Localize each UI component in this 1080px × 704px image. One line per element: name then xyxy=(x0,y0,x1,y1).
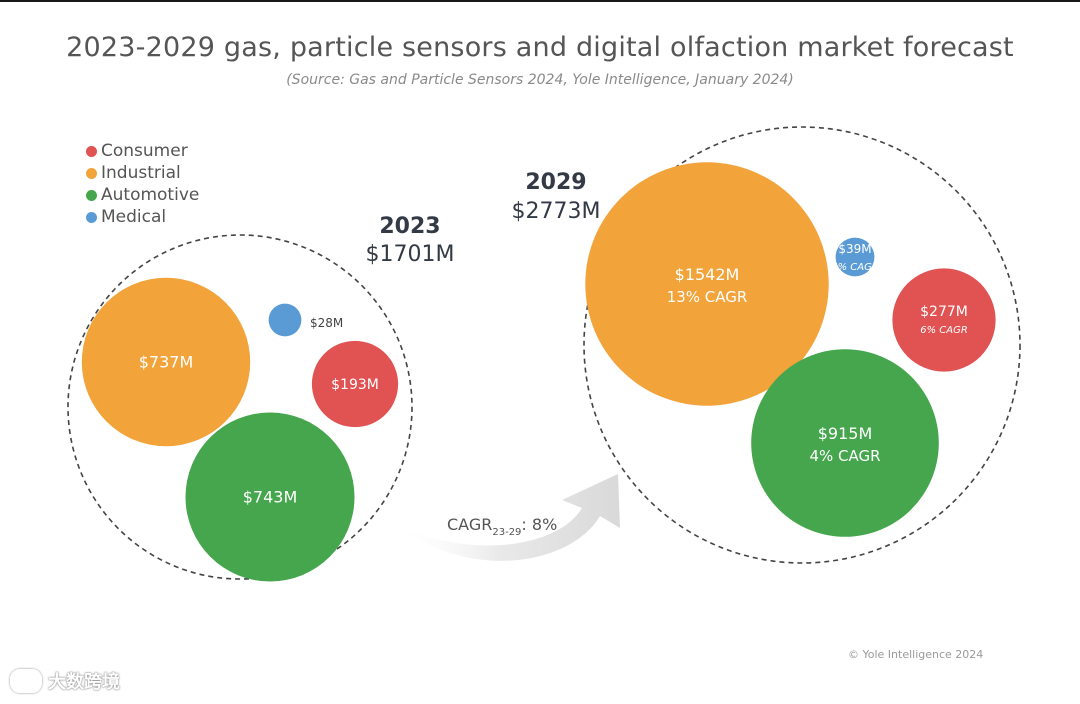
year-2029-label: 2029 xyxy=(525,170,587,195)
watermark-text: 大数跨境 xyxy=(48,672,120,693)
legend-label: Automotive xyxy=(101,185,200,205)
bubble-2029-medical xyxy=(835,237,875,277)
cagr-label-2029-consumer: 6% CAGR xyxy=(920,325,968,336)
growth-arrow-icon xyxy=(402,474,620,561)
value-label-2029-consumer: $277M xyxy=(920,304,968,320)
value-label-2029-industrial: $1542M xyxy=(675,265,740,284)
value-label-2029-medical: $39M xyxy=(838,242,871,256)
legend-dot-automotive xyxy=(86,189,97,201)
value-label-2023-automotive: $743M xyxy=(243,488,298,507)
legend-label: Medical xyxy=(101,207,167,227)
legend-item-medical: Medical xyxy=(86,206,199,228)
chart-title: 2023-2029 gas, particle sensors and digi… xyxy=(66,32,1014,63)
total-2023-label: $1701M xyxy=(365,242,455,267)
legend: Consumer Industrial Automotive Medical xyxy=(86,140,199,228)
value-label-2023-medical: $28M xyxy=(310,316,343,330)
cagr-label-2029-industrial: 13% CAGR xyxy=(667,288,748,306)
top-border xyxy=(0,0,1080,2)
bubble-2023-industrial xyxy=(81,277,251,447)
watermark: 大数跨境 xyxy=(10,668,120,694)
watermark-logo-icon xyxy=(10,669,42,693)
legend-item-consumer: Consumer xyxy=(86,140,199,162)
cagr-label: CAGR23-29: 8% xyxy=(447,515,557,538)
legend-item-industrial: Industrial xyxy=(86,162,199,184)
cagr-label-2029-medical: 6% CAGR xyxy=(831,262,879,273)
value-label-2023-industrial: $737M xyxy=(139,353,194,372)
legend-dot-consumer xyxy=(86,145,97,157)
legend-dot-industrial xyxy=(86,167,97,179)
bubble-2029-automotive xyxy=(751,349,939,537)
bubble-2023-automotive xyxy=(185,412,355,582)
group-circle-2029 xyxy=(583,126,1021,564)
bubble-2029-industrial xyxy=(585,162,829,406)
group-circle-2023 xyxy=(67,234,413,580)
legend-dot-medical xyxy=(86,211,97,223)
cagr-label-2029-automotive: 4% CAGR xyxy=(809,447,880,465)
legend-label: Consumer xyxy=(101,141,188,161)
bubble-2023-medical xyxy=(268,303,302,337)
value-label-2029-automotive: $915M xyxy=(818,424,873,443)
legend-label: Industrial xyxy=(101,163,181,183)
copyright: © Yole Intelligence 2024 xyxy=(848,648,984,661)
total-2029-label: $2773M xyxy=(511,199,601,224)
legend-item-automotive: Automotive xyxy=(86,184,199,206)
chart-subtitle: (Source: Gas and Particle Sensors 2024, … xyxy=(286,72,794,88)
year-2023-label: 2023 xyxy=(379,214,441,239)
bubble-2023-consumer xyxy=(311,340,399,428)
bubble-2029-consumer xyxy=(892,268,996,372)
bubbles: $737M $28M $193M $743M $1542M 13% CAGR $39M 6% … xyxy=(81,162,996,582)
value-label-2023-consumer: $193M xyxy=(331,377,379,393)
